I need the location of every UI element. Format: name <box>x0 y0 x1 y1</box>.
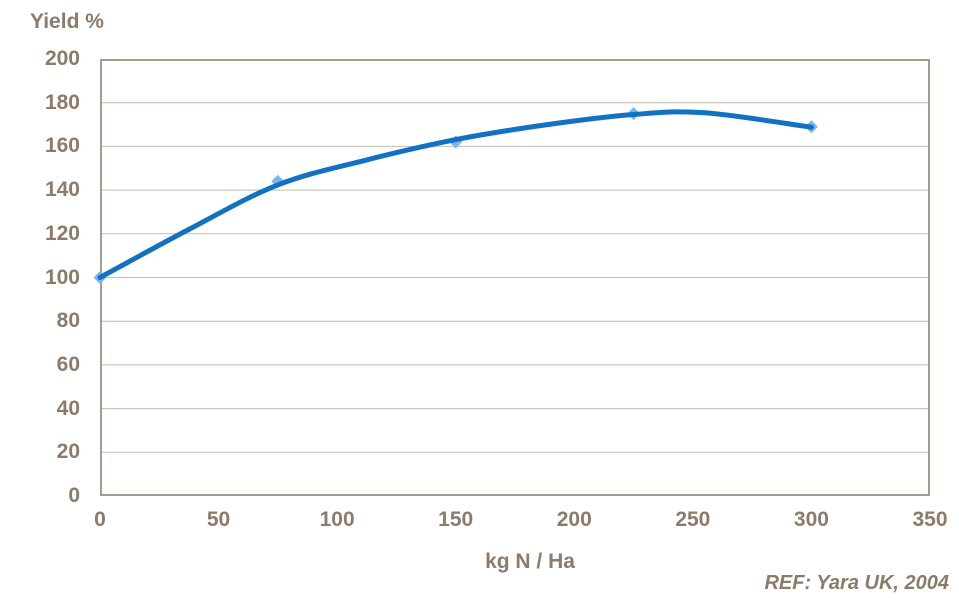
y-tick-label: 60 <box>56 352 80 376</box>
reference-note: REF: Yara UK, 2004 <box>764 572 949 594</box>
x-tick-label: 300 <box>793 508 829 531</box>
plot-svg <box>93 59 930 496</box>
x-tick-label: 0 <box>94 508 106 531</box>
trend-line <box>97 109 814 280</box>
y-tick-label: 40 <box>56 396 80 420</box>
x-tick-label: 350 <box>912 508 948 531</box>
x-tick-label: 250 <box>675 508 711 531</box>
y-tick-label: 120 <box>44 221 80 245</box>
x-axis-title: kg N / Ha <box>485 550 575 573</box>
y-tick-label: 160 <box>44 134 80 158</box>
y-axis-title: Yield % <box>30 10 104 33</box>
y-tick-label: 140 <box>44 178 80 202</box>
x-tick-label: 50 <box>206 508 231 531</box>
y-tick-label: 180 <box>44 90 80 114</box>
x-tick-label: 150 <box>438 508 474 531</box>
y-tick-label: 20 <box>56 440 80 464</box>
y-tick-label: 100 <box>44 265 80 289</box>
x-tick-label: 200 <box>556 508 592 531</box>
plot-area <box>93 59 930 496</box>
y-tick-label: 200 <box>44 47 80 70</box>
y-tick-label: 80 <box>56 309 80 333</box>
x-tick-label: 100 <box>319 508 355 531</box>
y-tick-label: 0 <box>68 484 80 507</box>
